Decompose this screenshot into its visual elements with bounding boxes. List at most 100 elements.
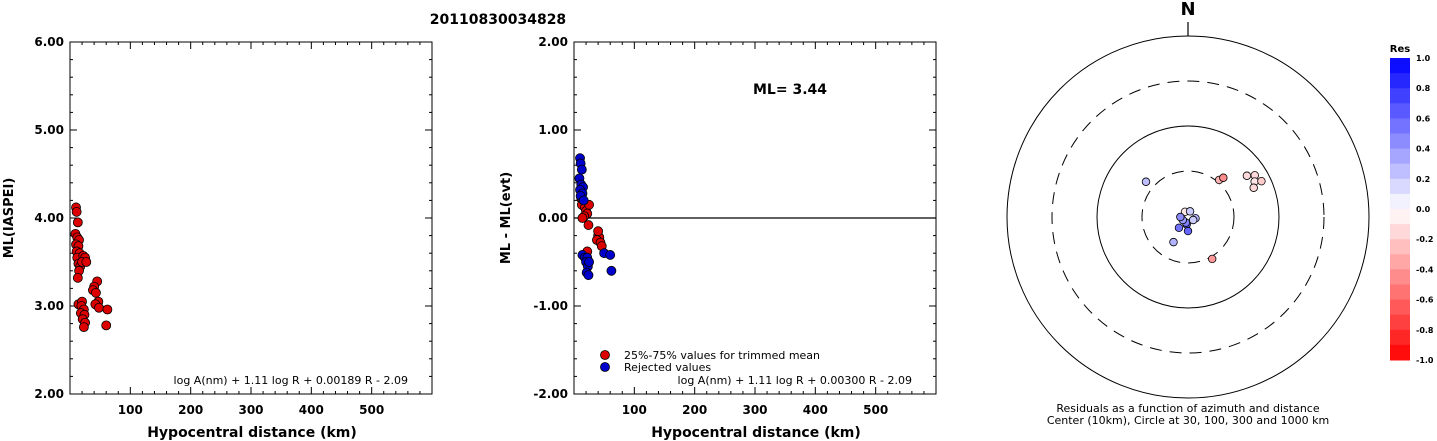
- data-point: [583, 270, 594, 281]
- colorbar-cell: [1390, 118, 1410, 134]
- formula-text: log A(nm) + 1.11 log R + 0.00300 R - 2.0…: [678, 374, 912, 387]
- y-tick-label: -2.00: [533, 387, 568, 401]
- y-tick-label: 0.00: [538, 211, 568, 225]
- colorbar-label: 0.2: [1416, 175, 1430, 184]
- data-point: [72, 217, 83, 228]
- x-tick-label: 300: [238, 403, 263, 417]
- colorbar-cell: [1390, 133, 1410, 150]
- data-point: [94, 302, 104, 313]
- ring-300km: [1051, 80, 1325, 354]
- colorbar-cell: [1390, 239, 1410, 255]
- data-point: [606, 265, 617, 276]
- y-tick-label: 2.00: [34, 387, 64, 401]
- colorbar-cell: [1390, 329, 1410, 346]
- data-point: [102, 304, 113, 315]
- panel-polar-residuals: N Residuals as a function of azimuth and…: [1006, 0, 1370, 427]
- colorbar-label: -1.0: [1416, 356, 1434, 365]
- data-point: [583, 220, 594, 230]
- x-tick-label: 500: [863, 403, 888, 417]
- station-point: [1185, 207, 1195, 216]
- colorbar-cell: [1390, 163, 1410, 180]
- legend-marker-trimmed: [600, 350, 610, 360]
- panel-ml-residual: -2.00 -1.00 0.00 1.00 2.00 100 200 300 400 500 ML…: [499, 35, 937, 441]
- data-point: [78, 322, 89, 333]
- x-tick-label: 200: [682, 403, 707, 417]
- colorbar-cell: [1390, 73, 1410, 89]
- ring-30km: [1141, 170, 1235, 264]
- y-tick-label: 1.00: [538, 123, 568, 137]
- x-axis-label: Hypocentral distance (km): [147, 425, 357, 441]
- x-tick-label: 100: [118, 403, 143, 417]
- colorbar-label: -0.6: [1416, 296, 1434, 305]
- legend-marker-rejected: [600, 362, 610, 372]
- station-point: [1141, 177, 1151, 186]
- x-tick-label: 100: [622, 403, 647, 417]
- station-point: [1208, 254, 1217, 264]
- colorbar-label: 0.8: [1416, 84, 1431, 93]
- data-point: [584, 257, 594, 267]
- colorbar-label: 0.0: [1416, 205, 1431, 214]
- legend-label-trimmed: 25%-75% values for trimmed mean: [624, 349, 820, 362]
- ring-1000km: [1006, 35, 1370, 399]
- colorbar-cell: [1390, 344, 1410, 361]
- colorbar-cell: [1390, 209, 1410, 225]
- x-tick-label: 400: [299, 403, 324, 417]
- station-point: [1249, 183, 1258, 192]
- data-point: [91, 287, 101, 298]
- data-point: [72, 272, 83, 283]
- colorbar-cell: [1390, 193, 1410, 210]
- x-tick-label: 400: [803, 403, 828, 417]
- data-point: [576, 164, 587, 175]
- station-point: [1174, 223, 1184, 232]
- panel-ml-iaspei: 2.00 3.00 4.00 5.00 6.00 100 200 300 400 500 ML(I…: [2, 35, 433, 441]
- y-tick-label: 2.00: [538, 35, 568, 49]
- data-point: [578, 195, 589, 206]
- data-point: [81, 257, 92, 267]
- colorbar-label: -0.4: [1416, 265, 1434, 274]
- station-point: [1188, 215, 1198, 225]
- colorbar-cell: [1390, 299, 1410, 316]
- colorbar-cell: [1390, 284, 1410, 301]
- colorbar-label: -0.8: [1416, 326, 1434, 335]
- formula-text: log A(nm) + 1.11 log R + 0.00189 R - 2.0…: [174, 374, 408, 387]
- y-tick-label: 6.00: [34, 35, 64, 49]
- data-point: [577, 213, 588, 223]
- colorbar-cell: [1390, 88, 1410, 104]
- station-point: [1242, 171, 1252, 180]
- x-tick-label: 200: [178, 403, 203, 417]
- station-point: [1176, 212, 1185, 222]
- data-point: [71, 206, 82, 217]
- residual-colorbar: Res 1.0 0.8 0.6 0.4 0.2 0.0 -0.2 -0.4 -0.6 -0.8 -1…: [1390, 44, 1434, 365]
- x-tick-label: 500: [359, 403, 384, 417]
- ring-100km: [1096, 125, 1280, 309]
- x-tick-label: 300: [742, 403, 767, 417]
- colorbar-cell: [1390, 254, 1410, 270]
- colorbar-label: 1.0: [1416, 54, 1431, 63]
- colorbar-cell: [1390, 103, 1410, 119]
- y-axis-label: ML - ML(evt): [499, 172, 514, 264]
- ml-annotation: ML= 3.44: [753, 82, 827, 98]
- north-label: N: [1180, 0, 1195, 20]
- figure-title: 20110830034828: [430, 12, 566, 28]
- colorbar-cell: [1390, 58, 1410, 74]
- plot-frame: [69, 41, 433, 395]
- data-point: [101, 320, 112, 331]
- colorbar-title: Res: [1390, 44, 1410, 55]
- colorbar-label: 0.6: [1416, 114, 1431, 123]
- colorbar-cell: [1390, 224, 1410, 240]
- y-tick-label: -1.00: [533, 299, 568, 313]
- station-point: [1183, 226, 1193, 236]
- data-point: [605, 250, 616, 260]
- legend-label-rejected: Rejected values: [624, 361, 711, 374]
- station-point: [1257, 176, 1266, 186]
- colorbar-cell: [1390, 269, 1410, 285]
- colorbar-cell: [1390, 178, 1410, 195]
- colorbar-cell: [1390, 314, 1410, 331]
- y-tick-label: 3.00: [34, 299, 64, 313]
- colorbar-label: 0.4: [1416, 145, 1431, 154]
- polar-caption-line1: Residuals as a function of azimuth and d…: [1056, 402, 1319, 415]
- y-axis-label: ML(IASPEI): [2, 178, 17, 259]
- colorbar-cell: [1390, 148, 1410, 165]
- station-point: [1169, 237, 1178, 247]
